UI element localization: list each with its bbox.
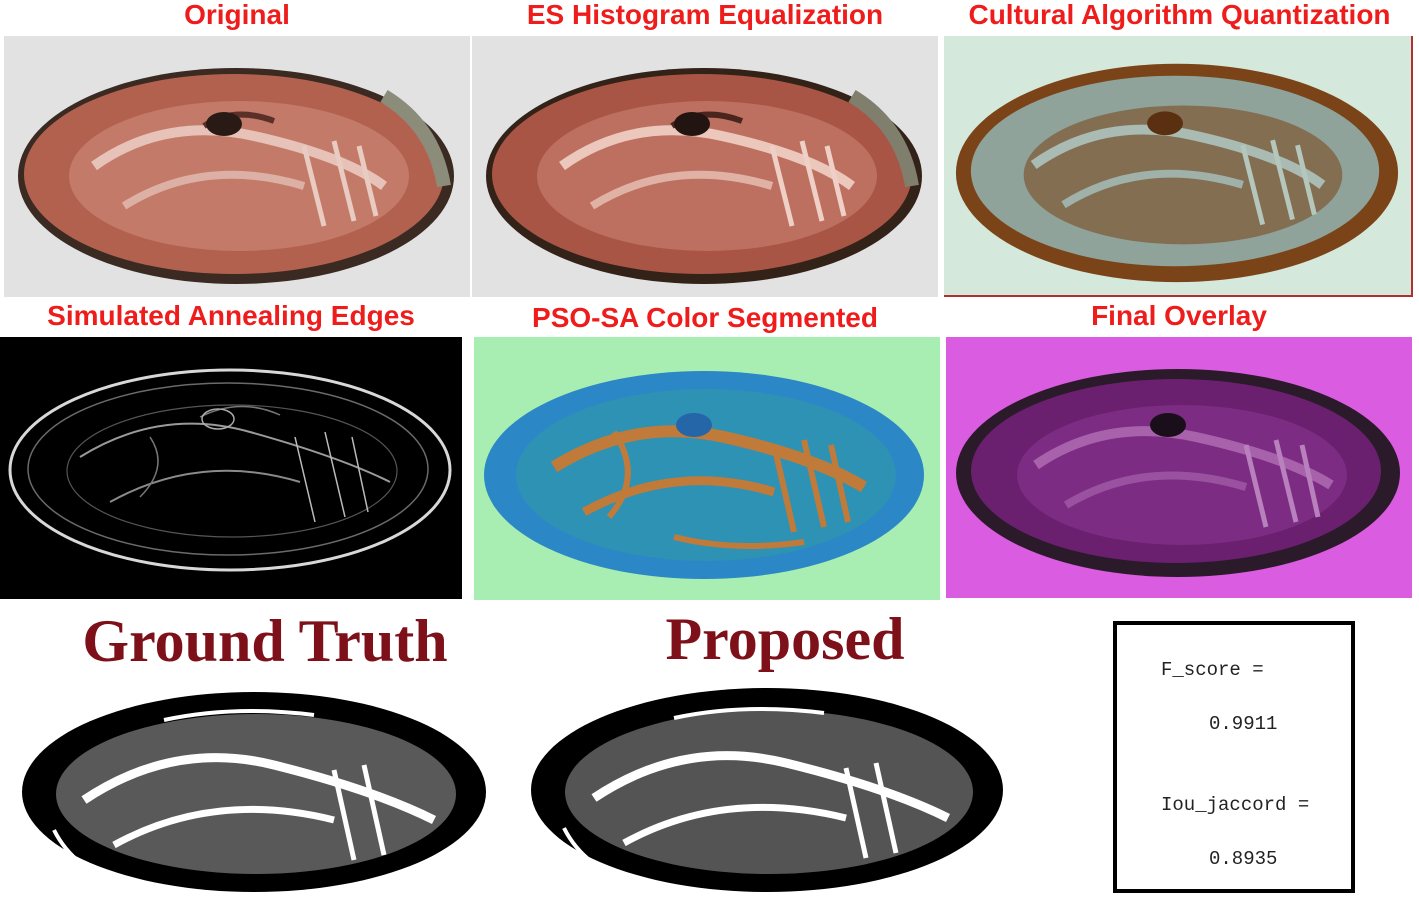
histogram-equalization-panel [472, 36, 938, 297]
ground-truth-title: Ground Truth [82, 608, 448, 674]
panel-title-segmented: PSO-SA Color Segmented [532, 302, 878, 333]
histogram-equalized-fossil-image [472, 36, 938, 297]
quantization-panel [944, 36, 1413, 297]
proposed-mask-image [524, 676, 1010, 898]
color-segmented-image [474, 337, 940, 600]
proposed-mask-panel [524, 676, 1010, 898]
iou-label: Iou_jaccord = [1161, 794, 1310, 816]
overlay-panel [946, 337, 1412, 598]
proposed-title: Proposed [665, 606, 905, 672]
panel-title-histogram-equalization: ES Histogram Equalization [526, 0, 884, 30]
metrics-box: F_score = 0.9911 Iou_jaccord = 0.8935 [1113, 621, 1355, 893]
original-fossil-image [4, 36, 470, 297]
panel-title-quantization: Cultural Algorithm Quantization [968, 0, 1391, 30]
quantized-fossil-image [944, 36, 1411, 295]
final-overlay-image [946, 337, 1412, 598]
ground-truth-mask-image [14, 680, 494, 900]
segmented-panel [474, 337, 940, 600]
edges-panel [0, 337, 462, 599]
f-score-label: F_score = [1161, 659, 1264, 681]
panel-title-edges: Simulated Annealing Edges [47, 300, 415, 331]
edge-detection-image [0, 337, 462, 599]
original-image-panel [4, 36, 470, 297]
panel-title-original: Original [184, 0, 290, 30]
f-score-value: 0.9911 [1209, 713, 1278, 735]
ground-truth-mask-panel [14, 680, 494, 900]
iou-value: 0.8935 [1209, 848, 1278, 870]
panel-title-overlay: Final Overlay [1091, 300, 1267, 331]
